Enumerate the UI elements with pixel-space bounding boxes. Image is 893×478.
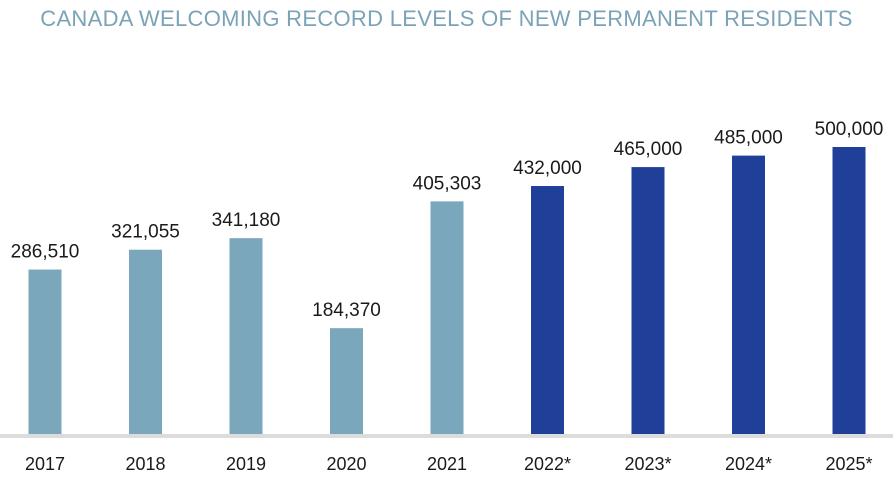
bar-2017: [28, 269, 62, 434]
bar-2019: [229, 238, 263, 434]
value-label-2019: 341,180: [212, 210, 281, 231]
tick-label-2020: 2020: [326, 454, 366, 474]
tick-label-2025-projected: 2025*: [825, 454, 872, 474]
value-label-2023-projected: 465,000: [614, 139, 683, 160]
value-label-2021: 405,303: [413, 173, 482, 194]
bar-2024-projected: [732, 155, 765, 435]
value-label-2020: 184,370: [312, 300, 381, 321]
tick-label-2023-projected: 2023*: [624, 454, 671, 474]
chart-title: CANADA WELCOMING RECORD LEVELS OF NEW PE…: [40, 6, 853, 31]
tick-label-2021: 2021: [427, 454, 467, 474]
value-label-2024-projected: 485,000: [714, 128, 783, 149]
bar-2021: [430, 201, 464, 434]
bar-2022-projected: [531, 186, 564, 434]
x-axis-tick-labels: 2017 2018 2019 2020 2021 2022* 2023* 2024* 2025*: [25, 454, 873, 474]
value-label-2025-projected: 500,000: [815, 119, 884, 140]
tick-label-2024-projected: 2024*: [725, 454, 772, 474]
value-labels-group: 286,510 321,055 341,180 184,370 405,303 432,0…: [11, 119, 884, 321]
value-label-2017: 286,510: [11, 242, 80, 263]
tick-label-2019: 2019: [226, 454, 266, 474]
tick-label-2017: 2017: [25, 454, 65, 474]
bar-2018: [129, 249, 162, 434]
value-label-2022-projected: 432,000: [513, 158, 582, 179]
value-label-2018: 321,055: [111, 222, 180, 243]
tick-label-2018: 2018: [125, 454, 165, 474]
bars-group: [28, 147, 866, 435]
bar-2025-projected: [832, 147, 866, 434]
bar-2023-projected: [631, 167, 665, 434]
tick-label-2022-projected: 2022*: [524, 454, 571, 474]
bar-2020: [330, 328, 363, 434]
